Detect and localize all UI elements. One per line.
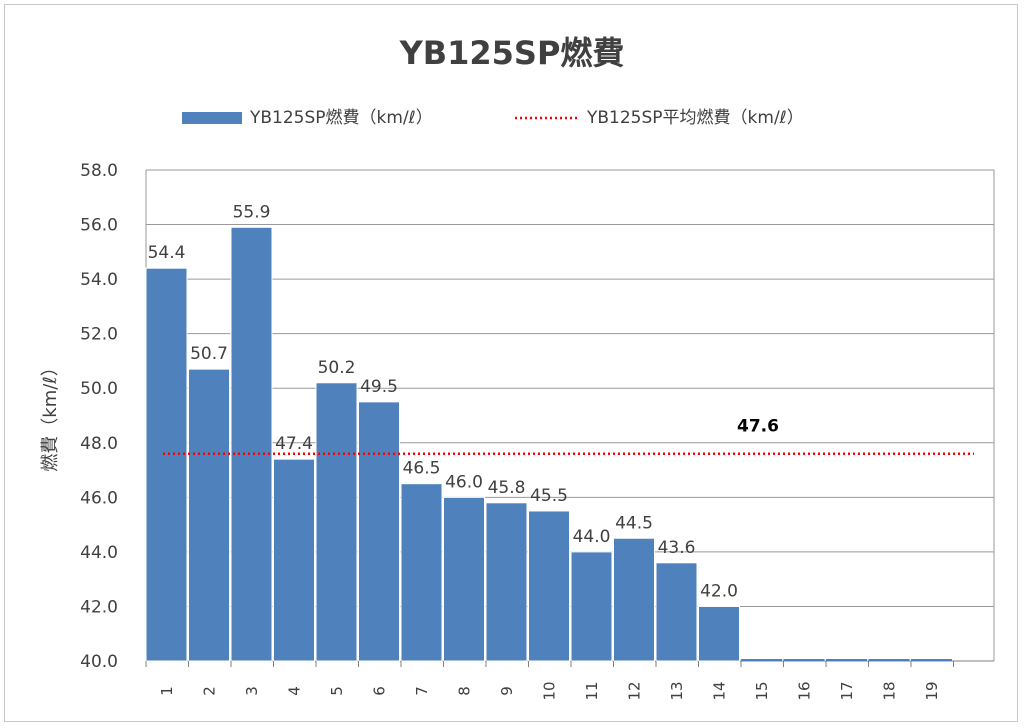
x-tick-label: 14	[710, 681, 728, 700]
average-series: 47.6	[163, 417, 974, 455]
bar	[698, 605, 740, 662]
y-tick-label: 58.0	[80, 161, 118, 181]
data-labels: 54.4 50.7 55.9 47.4 50.249.5 46.546.0 45.8 45.5…	[148, 202, 738, 601]
x-tick-label: 16	[795, 681, 813, 700]
bar	[911, 659, 952, 661]
bar	[613, 537, 655, 662]
x-tick-label: 11	[583, 681, 601, 700]
legend-bar-label: YB125SP燃費（km/ℓ）	[249, 108, 433, 128]
x-tick-label: 8	[455, 686, 473, 696]
bar-value-label: 46.0	[445, 472, 483, 492]
bar-value-label: 46.5	[403, 459, 441, 479]
bar	[485, 502, 528, 662]
y-tick-label: 46.0	[80, 488, 118, 508]
x-tick-label: 1	[158, 686, 176, 696]
y-axis-title: 燃費（km/ℓ）	[40, 358, 61, 471]
x-axis-ticks: 1 2 3 4 5 6 7 8 9 10 11 12 13 14 15 16 17 18 19	[145, 661, 954, 701]
legend-bar-swatch	[182, 112, 242, 124]
bar-value-label: 55.9	[233, 202, 271, 222]
bar-value-label: 45.8	[488, 478, 526, 498]
y-tick-label: 50.0	[80, 379, 118, 399]
x-tick-label: 12	[625, 681, 643, 700]
bar-value-label: 50.7	[190, 344, 228, 364]
y-tick-label: 40.0	[80, 652, 118, 672]
y-tick-label: 42.0	[80, 597, 118, 617]
bar	[570, 551, 613, 662]
bar	[826, 659, 867, 661]
x-tick-label: 15	[753, 681, 771, 700]
bar	[400, 483, 443, 662]
bar	[868, 659, 910, 661]
x-tick-label: 10	[540, 681, 558, 700]
bar	[188, 368, 230, 662]
bar-value-label: 45.5	[530, 486, 568, 506]
bar	[443, 496, 485, 662]
chart-title: YB125SP燃費	[399, 34, 625, 72]
legend: YB125SP燃費（km/ℓ） YB125SP平均燃費（km/ℓ）	[182, 108, 804, 128]
bar-value-label: 44.0	[573, 527, 611, 547]
x-tick-label: 7	[413, 686, 431, 696]
bar	[358, 401, 400, 662]
x-tick-label: 5	[328, 686, 346, 696]
bar-series	[145, 226, 952, 662]
y-tick-label: 52.0	[80, 325, 118, 345]
average-value-label: 47.6	[737, 417, 779, 437]
y-tick-label: 54.0	[80, 270, 118, 290]
x-tick-label: 19	[923, 681, 941, 700]
legend-average-label: YB125SP平均燃費（km/ℓ）	[586, 108, 804, 128]
bar-value-label: 50.2	[318, 358, 356, 378]
bar-value-label: 49.5	[360, 377, 398, 397]
bar	[528, 510, 570, 662]
bar-value-label: 42.0	[700, 581, 738, 601]
bar	[655, 562, 698, 662]
bar-value-label: 47.4	[275, 434, 313, 454]
bar-value-label: 54.4	[148, 243, 186, 263]
x-tick-label: 2	[200, 686, 218, 696]
x-tick-label: 18	[880, 681, 898, 700]
bar-value-label: 44.5	[615, 513, 653, 533]
bar	[783, 659, 825, 661]
x-tick-label: 3	[243, 686, 261, 696]
x-tick-label: 6	[370, 686, 388, 696]
y-tick-label: 48.0	[80, 434, 118, 454]
bar-value-label: 43.6	[658, 538, 696, 558]
x-tick-label: 4	[285, 686, 303, 696]
bar	[145, 267, 188, 662]
y-axis-ticks: 40.0 42.0 44.0 46.0 48.0 50.0 52.0 54.0 56.0 58.0	[80, 161, 118, 672]
bar	[273, 458, 315, 662]
x-tick-label: 13	[668, 681, 686, 700]
y-tick-label: 56.0	[80, 216, 118, 236]
x-tick-label: 9	[498, 686, 516, 696]
bar	[230, 226, 273, 662]
bar	[315, 382, 358, 662]
x-tick-label: 17	[838, 681, 856, 700]
bar	[741, 659, 782, 661]
y-tick-label: 44.0	[80, 543, 118, 563]
